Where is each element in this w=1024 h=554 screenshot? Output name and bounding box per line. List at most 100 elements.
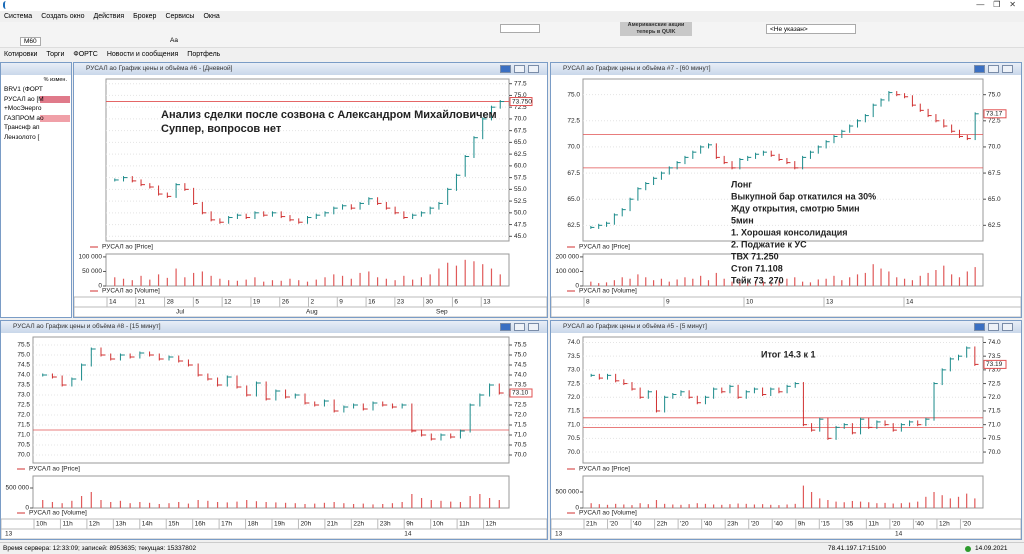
x-tick-label: 9 (666, 299, 670, 306)
volume-bar (668, 281, 670, 286)
tab[interactable]: ФОРТС (73, 51, 98, 58)
volume-bar (833, 275, 835, 286)
y-tick-label: 72.5 (514, 402, 527, 409)
volume-bar (175, 268, 177, 286)
x-tick-label: '20 (680, 521, 689, 528)
status-bar: Время сервера: 12:33:09; записей: 895363… (0, 542, 1024, 554)
volume-bar (71, 500, 73, 508)
volume-bar (178, 502, 180, 508)
volume-bar (843, 502, 845, 508)
window-button[interactable] (528, 323, 539, 331)
x-tick-label-2: Jul (176, 309, 185, 316)
x-tick-label: '35 (845, 521, 854, 528)
menu-item[interactable]: Создать окно (41, 13, 85, 20)
watchlist-head (1, 63, 71, 75)
volume-bar (236, 501, 238, 508)
tab[interactable]: Портфель (187, 51, 221, 58)
connection-indicator (965, 546, 971, 552)
volume-bar (723, 278, 725, 286)
menu-item[interactable]: Брокер (133, 13, 157, 20)
ticker[interactable]: +МосЭнерго (4, 105, 42, 112)
annotation: Жду открытия, смотрю 5мин (730, 203, 860, 213)
menu-item[interactable]: Действия (93, 13, 125, 20)
window-controls[interactable]: — ❐ ✕ (976, 0, 1016, 9)
volume-bar (304, 504, 306, 508)
interval-box[interactable]: M60 (20, 37, 41, 46)
volume-bar (696, 503, 698, 508)
volume-bar (753, 504, 756, 508)
y-tick-label-left: 72.5 (567, 380, 580, 387)
y-tick-label: 72.5 (514, 104, 527, 111)
toolbar: M60 Аа Американские акции теперь в QUIK … (0, 22, 1024, 48)
volume-bar (700, 275, 702, 286)
volume-bar (420, 277, 422, 286)
ticker[interactable]: Лензолото [ (4, 133, 40, 141)
y-tick-label: 72.5 (988, 380, 1001, 387)
window-button[interactable] (1002, 323, 1013, 331)
tab[interactable]: Котировки (4, 51, 38, 58)
volume-bar (621, 277, 623, 286)
search-box[interactable] (500, 24, 540, 33)
x-tick-label: 23 (397, 299, 405, 306)
volume-bar (488, 498, 491, 508)
menu-item[interactable]: Окна (203, 13, 220, 20)
volume-bar (827, 500, 829, 508)
volume-bar (455, 265, 458, 286)
y-tick-label-left: 75.5 (17, 342, 30, 349)
window-button[interactable] (500, 65, 511, 73)
x-tick-label: 12 (224, 299, 232, 306)
window-button[interactable] (528, 65, 539, 73)
account-select[interactable]: <Не указан> (766, 24, 856, 34)
volume-bar (236, 280, 239, 286)
y-tick-label: 67.5 (988, 170, 1001, 177)
x-tick-label: 18h (248, 521, 259, 528)
window-button[interactable] (1002, 65, 1013, 73)
volume-bar (376, 277, 379, 286)
x-tick-label: 14h (142, 521, 153, 528)
x-tick-label: 23h (727, 521, 738, 528)
x-tick-label: '20 (892, 521, 901, 528)
ticker[interactable]: BRV1 (ФОРТ (4, 86, 43, 93)
volume-bar (352, 504, 355, 508)
window-button[interactable] (988, 65, 999, 73)
volume-bar (350, 278, 352, 286)
volume-bar (372, 504, 374, 508)
volume-bar (429, 274, 431, 286)
volume-bar (598, 283, 600, 286)
window-button[interactable] (974, 323, 985, 331)
volume-bar (664, 503, 666, 508)
menu-item[interactable]: Сервисы (165, 13, 195, 20)
volume-bar (80, 496, 83, 508)
volume-bar (721, 504, 723, 508)
volume-bar (219, 278, 221, 286)
last-price-box (509, 97, 533, 107)
price-legend: РУСАЛ ао [Price] (579, 244, 630, 251)
volume-bar (761, 504, 764, 508)
promo-banner[interactable]: Американские акции теперь в QUIK (620, 22, 692, 36)
y-tick-label: 47.5 (514, 221, 527, 228)
tab[interactable]: Торги (46, 51, 65, 58)
font-button[interactable]: Аа (170, 37, 179, 44)
y-tick-label: 62.5 (988, 222, 1001, 229)
volume-bar (652, 280, 655, 286)
window-button[interactable] (500, 323, 511, 331)
x-tick-label: 13h (115, 521, 126, 528)
x-tick-label: 23h (380, 521, 391, 528)
x-tick-label: 2 (311, 299, 315, 306)
window-button[interactable] (988, 323, 999, 331)
menu-item[interactable]: Система (4, 13, 33, 20)
window-button[interactable] (514, 323, 525, 331)
window-button[interactable] (974, 65, 985, 73)
volume-bar (684, 277, 686, 286)
volume-pane (582, 253, 984, 287)
server-address: 78.41.197.17:15100 (828, 545, 886, 552)
ticker[interactable]: Транснф ап (4, 124, 40, 131)
volume-legend: РУСАЛ ао [Volume] (29, 510, 87, 517)
ticker[interactable]: ГАЗПРОМ ао (4, 114, 44, 122)
tab[interactable]: Новости и сообщения (106, 51, 179, 58)
volume-tick-label: 0 (98, 283, 102, 290)
window-button[interactable] (514, 65, 525, 73)
x-tick-label: 26 (282, 299, 290, 306)
y-tick-label-left: 65.0 (567, 196, 580, 203)
ticker[interactable]: РУСАЛ ао [М (4, 95, 44, 103)
